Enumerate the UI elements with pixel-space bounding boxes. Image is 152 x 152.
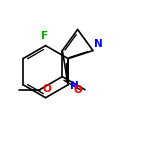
Text: O: O bbox=[42, 84, 51, 94]
Text: O: O bbox=[74, 85, 82, 95]
Text: N: N bbox=[94, 40, 103, 50]
Text: N: N bbox=[70, 81, 79, 91]
Text: F: F bbox=[41, 31, 48, 41]
